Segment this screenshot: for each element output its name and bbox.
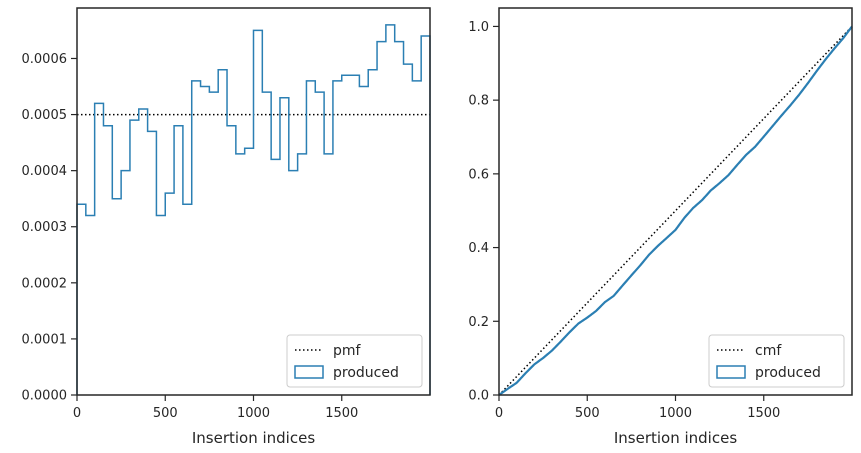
right-legend-label-cmf: cmf (755, 343, 782, 359)
right-frame (498, 7, 853, 396)
left-frame (76, 7, 431, 396)
left-legend-label-pmf: pmf (333, 343, 362, 359)
left-xtick-label: 1000 (237, 406, 270, 421)
left-legend-handle-produced (294, 365, 324, 379)
right-ytick-label: 0.8 (468, 94, 489, 109)
left-ytick-label: 0.0000 (22, 389, 68, 404)
right-plot: 0 500 1000 1500 0.0 0.2 0.4 0.6 0.8 1.0 Insertion … (468, 7, 853, 447)
left-ytick-label: 0.0006 (22, 52, 68, 67)
right-ytick-label: 0.0 (468, 389, 489, 404)
left-ytick-label: 0.0003 (22, 220, 68, 235)
right-ytick-label: 1.0 (468, 20, 489, 35)
right-xtick-label: 1500 (747, 406, 780, 421)
produced-cumulative-line (498, 25, 853, 396)
left-xlabel: Insertion indices (192, 429, 315, 447)
right-ytick-label: 0.4 (468, 241, 489, 256)
right-xtick-label: 500 (575, 406, 600, 421)
left-plot: 0 500 1000 1500 0.0000 0.0001 0.0002 0.0003 0.00… (22, 7, 431, 447)
left-xtick-label: 0 (73, 406, 81, 421)
left-legend-label-produced: produced (333, 365, 399, 381)
right-legend-handle-produced (716, 365, 746, 379)
right-legend-label-produced: produced (755, 365, 821, 381)
left-legend-box (286, 334, 423, 388)
left-ytick-label: 0.0005 (22, 108, 68, 123)
right-xtick-label: 1000 (659, 406, 692, 421)
right-ytick-label: 0.6 (468, 167, 489, 182)
left-ytick-label: 0.0002 (22, 276, 68, 291)
left-xtick-label: 500 (153, 406, 178, 421)
left-ytick-label: 0.0004 (22, 164, 68, 179)
left-xtick-label: 1500 (325, 406, 358, 421)
cmf-line (498, 25, 853, 396)
right-ytick-label: 0.2 (468, 315, 489, 330)
produced-histogram (76, 24, 431, 395)
left-ytick-label: 0.0001 (22, 332, 68, 347)
right-legend-box (708, 334, 845, 388)
right-xtick-label: 0 (495, 406, 503, 421)
right-xlabel: Insertion indices (614, 429, 737, 447)
